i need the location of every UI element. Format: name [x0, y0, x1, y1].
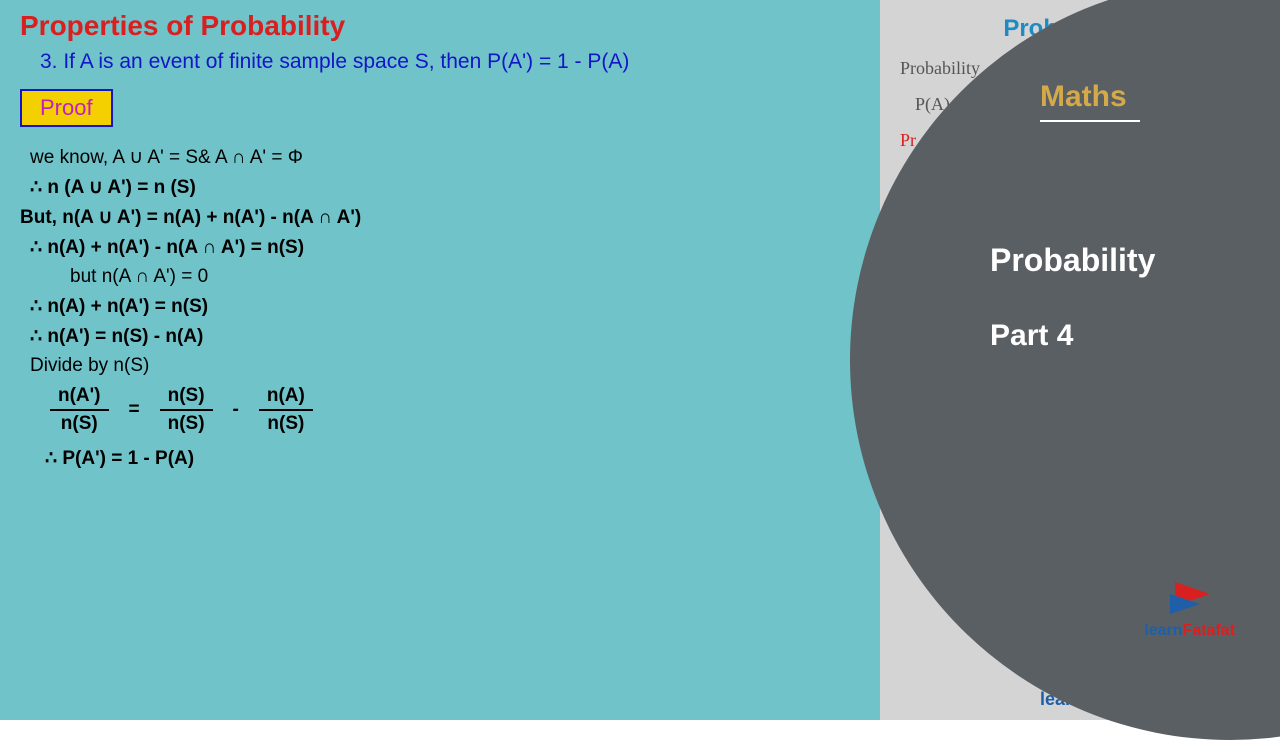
logo-shape-blue [1170, 594, 1200, 614]
proof-line-4: ∴ n(A) + n(A') - n(A ∩ A') = n(S) [30, 236, 860, 259]
fraction-2: n(S) n(S) [160, 385, 213, 435]
logo-fatafat-text: Fatafat [1183, 622, 1235, 639]
frac2-numerator: n(S) [160, 385, 213, 411]
proof-line-3: But, n(A ∪ A') = n(A) + n(A') - n(A ∩ A'… [20, 206, 860, 229]
subject-label: Maths [1040, 80, 1140, 122]
proof-conclusion: ∴ P(A') = 1 - P(A) [45, 447, 860, 470]
fraction-equation: n(A') n(S) = n(S) n(S) - n(A) n(S) [50, 385, 860, 435]
frac3-numerator: n(A) [259, 385, 313, 411]
proof-line-8: Divide by n(S) [30, 355, 860, 377]
minus-sign: - [233, 399, 239, 421]
frac3-denominator: n(S) [267, 411, 304, 435]
logo-icon [1160, 572, 1220, 617]
proof-line-1: we know, A ∪ A' = S& A ∩ A' = Φ [30, 146, 860, 169]
chapter-title: Probability [990, 242, 1280, 279]
main-content-panel: Properties of Probability 3. If A is an … [0, 0, 880, 720]
frac1-numerator: n(A') [50, 385, 109, 411]
proof-label: Proof [20, 89, 113, 127]
proof-line-5: but n(A ∩ A') = 0 [70, 266, 860, 288]
proof-line-6: ∴ n(A) + n(A') = n(S) [30, 295, 860, 318]
fraction-1: n(A') n(S) [50, 385, 109, 435]
part-label: Part 4 [990, 319, 1280, 353]
fraction-3: n(A) n(S) [259, 385, 313, 435]
logo-container: learnFatafat [1144, 572, 1235, 640]
logo-text: learnFatafat [1144, 622, 1235, 640]
proof-line-7: ∴ n(A') = n(S) - n(A) [30, 325, 860, 348]
logo-learn-text: learn [1144, 622, 1182, 639]
property-statement: 3. If A is an event of finite sample spa… [40, 50, 860, 74]
frac2-denominator: n(S) [168, 411, 205, 435]
frac1-denominator: n(S) [61, 411, 98, 435]
equals-sign: = [129, 399, 140, 421]
page-title: Properties of Probability [20, 10, 860, 42]
proof-line-2: ∴ n (A ∪ A') = n (S) [30, 176, 860, 199]
